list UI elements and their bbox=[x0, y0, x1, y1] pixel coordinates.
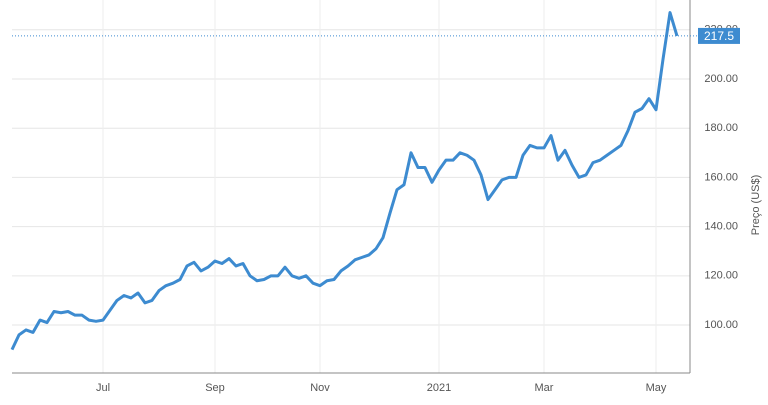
y-tick-label: 100.00 bbox=[704, 319, 738, 331]
y-tick-label: 140.00 bbox=[704, 221, 738, 233]
x-tick-label: Nov bbox=[310, 382, 330, 394]
x-tick-label: 2021 bbox=[427, 382, 451, 394]
x-tick-label: Jul bbox=[96, 382, 110, 394]
y-axis-title: Preço (US$) bbox=[750, 175, 762, 236]
y-tick-label: 180.00 bbox=[704, 122, 738, 134]
x-tick-label: Mar bbox=[535, 382, 554, 394]
price-line bbox=[10, 11, 679, 351]
y-tick-label: 160.00 bbox=[704, 171, 738, 183]
y-tick-label: 120.00 bbox=[704, 270, 738, 282]
x-tick-label: May bbox=[646, 382, 667, 394]
current-price-box bbox=[698, 27, 740, 44]
x-tick-label: Sep bbox=[205, 382, 225, 394]
y-tick-label: 200.00 bbox=[704, 73, 738, 85]
current-price-label: 217.5 bbox=[704, 29, 734, 43]
